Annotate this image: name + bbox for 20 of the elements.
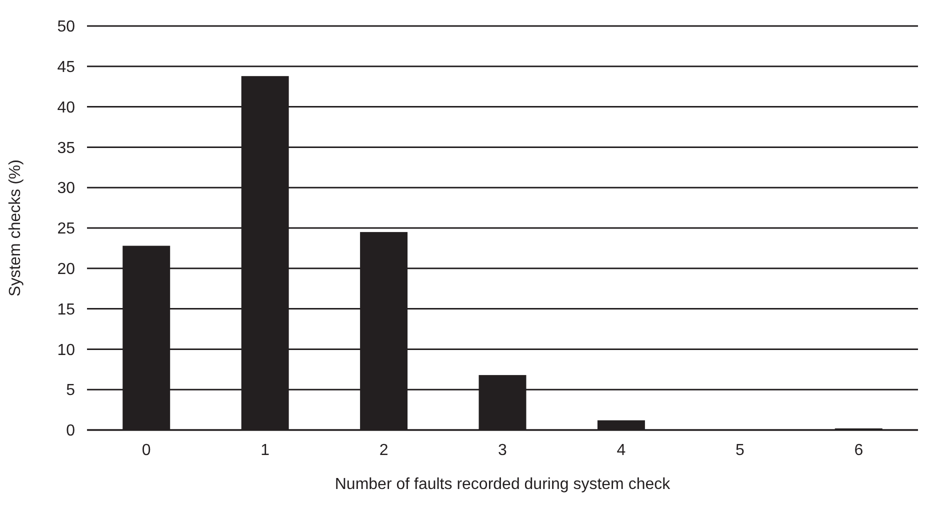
x-tick-label: 0 [142,442,151,459]
y-tick-label: 40 [57,99,76,116]
y-tick-label: 15 [57,301,76,318]
y-tick-label: 10 [57,342,76,359]
x-axis-title: Number of faults recorded during system check [334,476,672,493]
y-tick-label: 5 [66,382,76,400]
x-tick-label: 6 [854,442,864,459]
y-tick-label: 50 [57,18,76,36]
y-tick-label: 20 [57,261,76,278]
y-tick-label: 45 [57,59,76,76]
y-tick-label: 30 [57,180,76,198]
y-axis-title: System checks (%) [7,160,24,296]
y-tick-label: 35 [57,140,76,157]
y-tick-label: 0 [66,422,76,440]
x-tick-label: 1 [260,442,270,459]
x-tick-label: 5 [735,442,744,459]
x-tick-label: 4 [616,442,626,459]
x-tick-label: 3 [498,442,508,459]
y-tick-label: 25 [57,220,76,238]
x-tick-label: 2 [379,442,388,459]
